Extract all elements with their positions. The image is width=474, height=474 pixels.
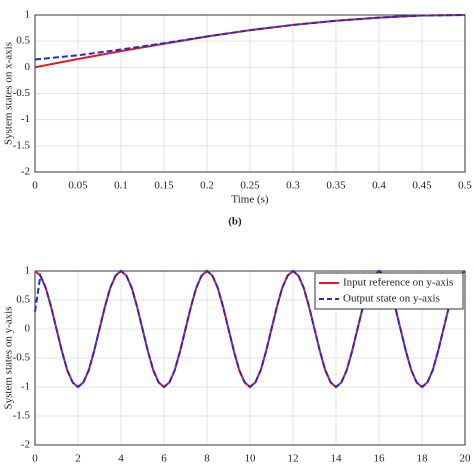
x-tick-label: 0.5 (458, 180, 472, 192)
x-tick-label: 0.2 (200, 180, 214, 192)
subplot-caption: (b) (228, 216, 242, 228)
x-tick-label: 0.1 (114, 180, 128, 192)
x-tick-label: 8 (204, 453, 210, 465)
y-tick-label: -0.5 (13, 87, 31, 99)
x-tick-label: 10 (245, 453, 257, 465)
y-tick-label: -1.5 (13, 410, 31, 422)
x-tick-label: 4 (118, 453, 124, 465)
y-tick-label: -0.5 (13, 352, 31, 364)
legend-label: Input reference on y-axis (343, 277, 453, 289)
x-tick-label: 0.4 (372, 180, 386, 192)
x-tick-label: 20 (460, 453, 472, 465)
y-tick-label: -2 (21, 166, 30, 178)
y-tick-label: -1.5 (13, 139, 31, 151)
y-tick-label: 1 (25, 265, 31, 277)
x-tick-label: 2 (75, 453, 81, 465)
x-axis-label: Time (s) (231, 194, 269, 206)
x-tick-label: 0 (32, 180, 38, 192)
x-tick-label: 14 (331, 453, 343, 465)
y-tick-label: 0.5 (16, 294, 30, 306)
y-tick-label: 1 (25, 9, 31, 21)
y-tick-label: 0 (25, 61, 31, 73)
x-tick-label: 0.3 (286, 180, 300, 192)
y-tick-label: -2 (21, 439, 30, 451)
y-axis-label: System states on y-axis (3, 307, 15, 410)
series-line (34, 14, 466, 61)
y-tick-label: -1 (21, 113, 30, 125)
x-tick-label: 16 (374, 453, 386, 465)
x-tick-label: 0.35 (326, 180, 346, 192)
series-line (34, 269, 466, 389)
x-tick-label: 0.05 (68, 180, 88, 192)
x-tick-label: 18 (417, 453, 429, 465)
x-tick-label: 0 (32, 453, 38, 465)
x-tick-label: 12 (288, 453, 299, 465)
plot-frame (34, 14, 466, 173)
y-tick-label: 0 (25, 323, 31, 335)
legend-box (314, 272, 464, 310)
x-tick-label: 0.15 (154, 180, 174, 192)
x-tick-label: 6 (161, 453, 167, 465)
x-tick-label: 0.25 (240, 180, 260, 192)
plot-frame (34, 270, 466, 446)
y-tick-label: 0.5 (16, 35, 30, 47)
y-axis-label: System states on x-axis (3, 42, 15, 145)
y-tick-label: -1 (21, 381, 30, 393)
legend-label: Output state on y-axis (343, 293, 440, 305)
x-tick-label: 0.45 (412, 180, 432, 192)
